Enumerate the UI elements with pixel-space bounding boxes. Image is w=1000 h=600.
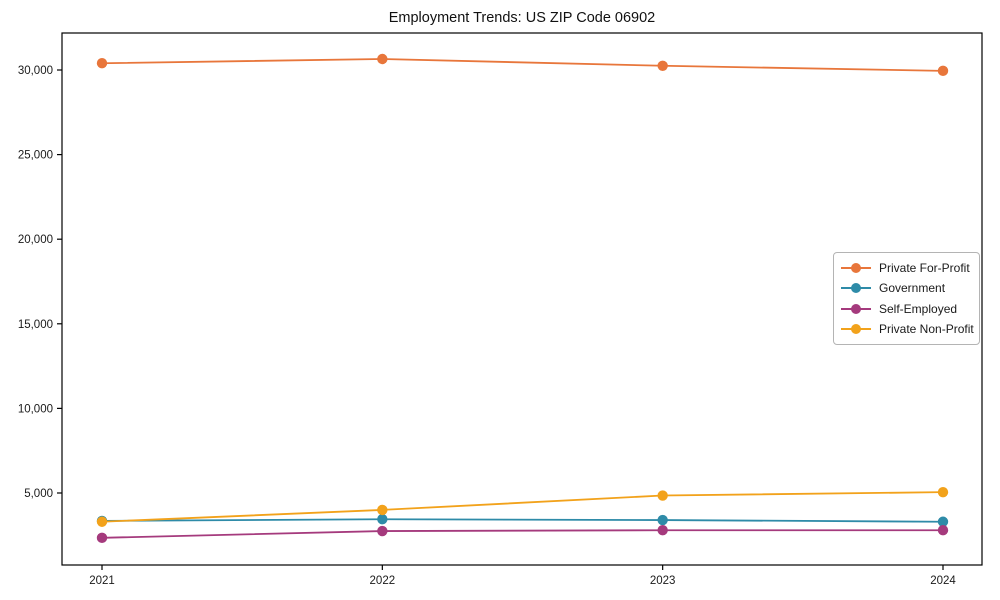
- y-tick-label: 30,000: [18, 65, 53, 77]
- legend-line-marker-icon: [841, 282, 871, 294]
- series-marker-self-employed: [657, 525, 668, 536]
- legend-item: Private Non-Profit: [841, 319, 974, 339]
- series-marker-government: [377, 514, 388, 525]
- series-marker-private-for-profit: [377, 53, 388, 65]
- series-line-private-for-profit: [101, 58, 944, 72]
- series-line-private-non-profit: [101, 491, 944, 523]
- y-tick-label: 15,000: [18, 319, 53, 331]
- legend-line-marker-icon: [841, 323, 871, 335]
- legend-item: Private For-Profit: [841, 258, 971, 278]
- y-tick-label: 10,000: [18, 403, 53, 415]
- legend-label: Private Non-Profit: [879, 321, 974, 336]
- y-tick-label: 20,000: [18, 234, 53, 246]
- chart-title: Employment Trends: US ZIP Code 06902: [388, 10, 656, 26]
- legend-item: Self-Employed: [841, 299, 971, 319]
- legend-label: Government: [879, 281, 946, 296]
- series-marker-government: [937, 516, 949, 527]
- series-marker-private-for-profit: [937, 65, 949, 77]
- series-marker-private-non-profit: [96, 516, 108, 527]
- x-tick-label: 2021: [89, 575, 115, 587]
- series-marker-private-non-profit: [377, 504, 388, 516]
- series-marker-self-employed: [937, 525, 949, 536]
- x-tick-label: 2022: [370, 575, 396, 587]
- legend: Private For-Profit Government Self-Employe…: [833, 252, 980, 345]
- legend-item: Government: [841, 278, 971, 298]
- series-marker-self-employed: [96, 532, 108, 544]
- legend-label: Self-Employed: [879, 301, 958, 316]
- legend-line-marker-icon: [841, 303, 871, 315]
- x-tick-label: 2023: [650, 575, 676, 587]
- legend-line-marker-icon: [841, 262, 871, 274]
- series-marker-private-for-profit: [96, 58, 108, 69]
- series-marker-government: [657, 514, 668, 526]
- y-tick-label: 5,000: [24, 488, 53, 500]
- series-line-government: [101, 518, 944, 523]
- series-line-self-employed: [101, 529, 943, 539]
- series-marker-private-non-profit: [657, 490, 668, 501]
- series-marker-private-for-profit: [657, 60, 668, 71]
- series-marker-self-employed: [377, 525, 388, 537]
- x-tick-label: 2024: [930, 575, 956, 587]
- y-tick-label: 25,000: [18, 150, 53, 162]
- legend-label: Private For-Profit: [879, 261, 970, 276]
- plot-border: [61, 32, 983, 566]
- series-marker-private-non-profit: [937, 486, 949, 498]
